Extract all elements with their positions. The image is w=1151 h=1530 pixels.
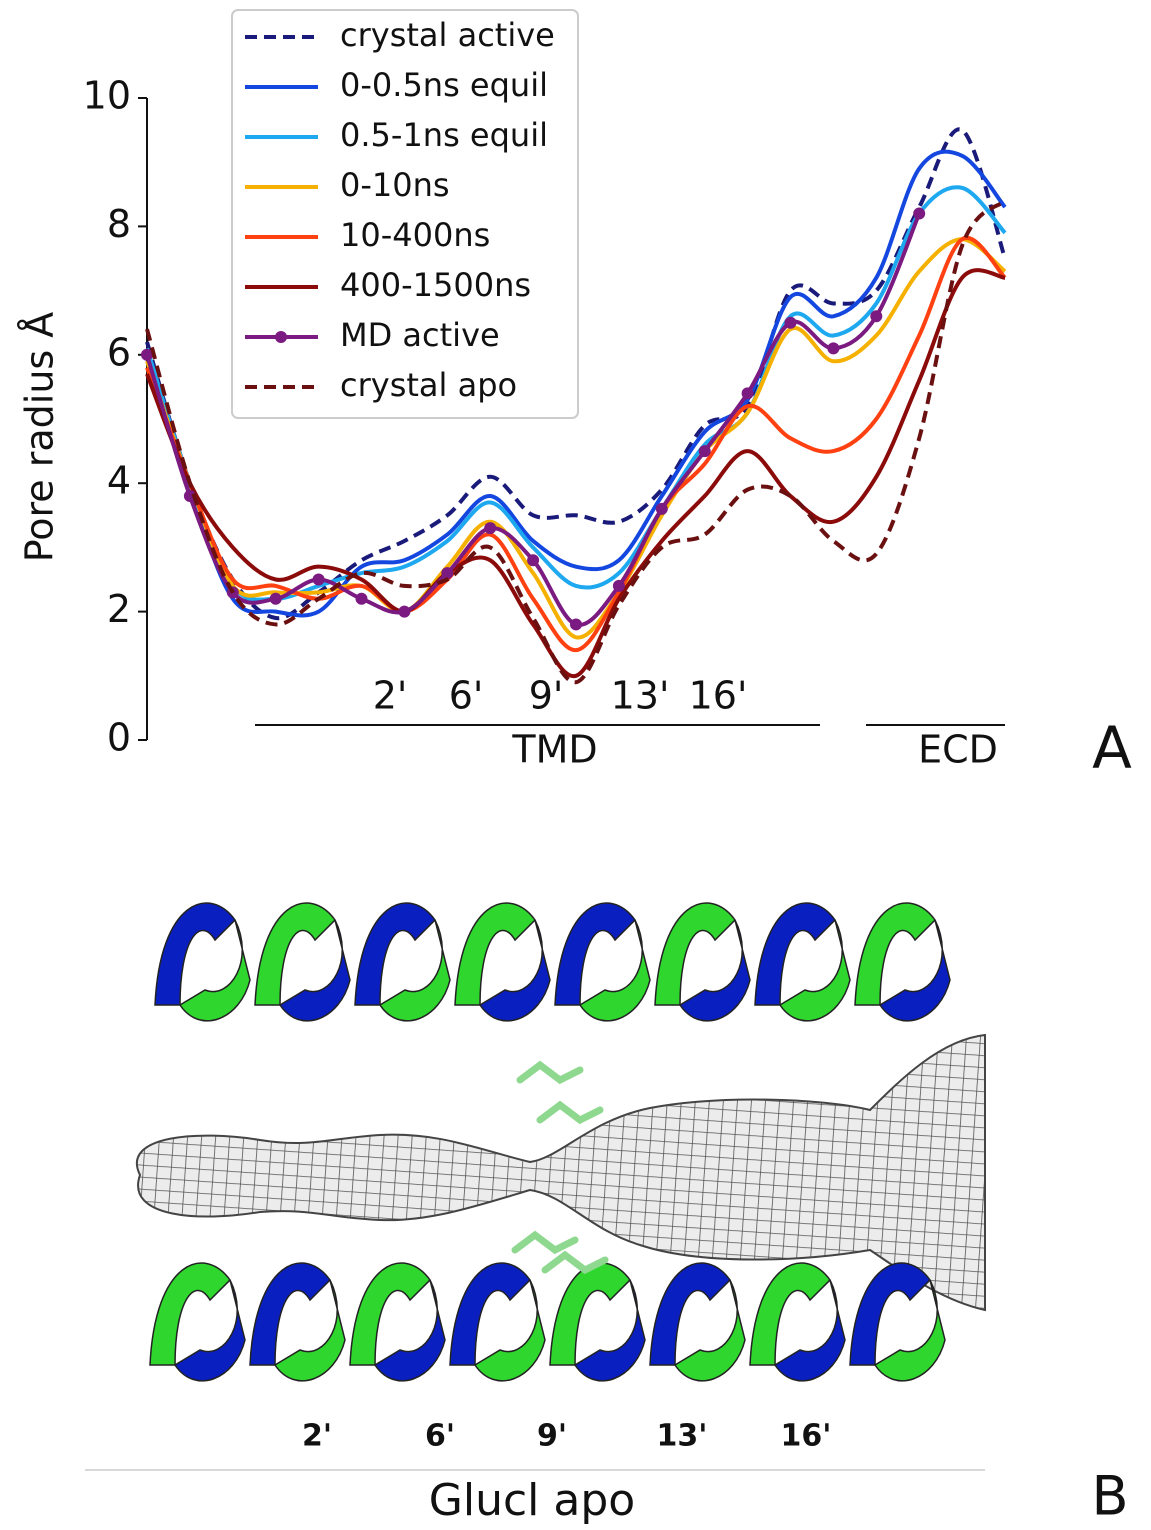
- marker: [784, 316, 797, 329]
- helix-turn: [373, 1279, 446, 1382]
- legend-label: crystal active: [340, 16, 555, 54]
- series-line: [145, 149, 1007, 618]
- residue-label: 16': [781, 1419, 832, 1454]
- helix-turn: [573, 1279, 646, 1382]
- legend-label: 0.5-1ns equil: [340, 116, 548, 154]
- residue-label: 2': [302, 1419, 332, 1454]
- helix-turn: [478, 919, 551, 1022]
- marker: [741, 387, 754, 400]
- marker: [141, 348, 153, 361]
- side-chain: [541, 1250, 609, 1275]
- y-tick-label: 6: [107, 330, 131, 374]
- helix-turn: [673, 1279, 746, 1382]
- y-tick-label: 0: [107, 716, 131, 760]
- marker: [570, 618, 582, 631]
- legend-label: 0-10ns: [340, 166, 450, 204]
- marker: [312, 573, 325, 586]
- residue-label: 6': [449, 674, 484, 718]
- y-tick-label: 8: [107, 202, 131, 246]
- legend-marker: [275, 331, 287, 343]
- helix-turn: [178, 919, 251, 1022]
- helix-turn: [878, 919, 951, 1022]
- side-chain: [511, 1230, 579, 1255]
- residue-label: 13': [611, 674, 670, 718]
- legend: crystal active 0-0.5ns equil 0.5-1ns equil…: [231, 9, 579, 419]
- helix-turn: [378, 919, 451, 1022]
- helix-turn: [778, 919, 851, 1022]
- helix-turn: [773, 1279, 846, 1382]
- legend-label: 10-400ns: [340, 216, 490, 254]
- residue-label: 6': [425, 1419, 455, 1454]
- pore-mesh: [136, 1033, 986, 1312]
- legend-label: MD active: [340, 316, 500, 354]
- molecular-render: [136, 902, 986, 1382]
- series-line: [145, 235, 1007, 653]
- side-chain: [516, 1060, 584, 1085]
- marker: [612, 579, 625, 592]
- y-tick-label: 4: [107, 459, 131, 503]
- marker: [484, 522, 497, 535]
- helix-turn: [873, 1279, 946, 1382]
- region-label: ECD: [918, 728, 998, 772]
- series-line: [145, 127, 1007, 621]
- y-axis-label: Pore radius Å: [18, 312, 62, 563]
- marker: [827, 342, 840, 355]
- helix-turn: [678, 919, 751, 1022]
- series-line: [145, 237, 1007, 640]
- y-tick-label: 10: [83, 74, 131, 118]
- marker: [355, 592, 368, 605]
- helix-turn: [173, 1279, 246, 1382]
- residue-label: 2': [373, 674, 408, 718]
- helix-turn: [578, 919, 651, 1022]
- y-tick-label: 2: [107, 587, 131, 631]
- panel-label: A: [1092, 714, 1132, 782]
- panel-label: B: [1091, 1465, 1128, 1528]
- residue-label: 16': [689, 674, 748, 718]
- marker: [183, 490, 196, 503]
- legend-box: [231, 9, 579, 419]
- legend-label: 0-0.5ns equil: [340, 66, 548, 104]
- helix-turn: [273, 1279, 346, 1382]
- residue-label: 9': [529, 674, 564, 718]
- caption: Glucl apo: [429, 1475, 635, 1526]
- marker: [269, 592, 282, 605]
- series-line: [145, 268, 1006, 678]
- marker: [698, 445, 711, 458]
- residue-label: 13': [657, 1419, 708, 1454]
- helix-turn: [473, 1279, 546, 1382]
- side-chain: [536, 1100, 604, 1125]
- marker: [913, 207, 926, 220]
- marker: [441, 567, 454, 580]
- marker: [527, 554, 540, 567]
- legend-label: 400-1500ns: [340, 266, 531, 304]
- marker: [398, 605, 411, 618]
- residue-label: 9': [537, 1419, 567, 1454]
- series-line: [145, 199, 1007, 685]
- helix-turn: [278, 919, 351, 1022]
- marker: [655, 502, 668, 515]
- marker: [870, 310, 883, 323]
- region-label: TMD: [511, 728, 597, 772]
- legend-label: crystal apo: [340, 366, 517, 404]
